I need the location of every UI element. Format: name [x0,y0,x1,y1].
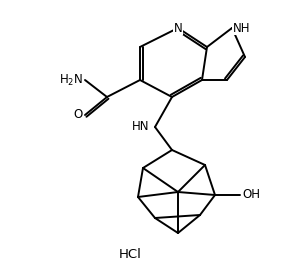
Text: NH: NH [233,21,250,35]
Text: HCl: HCl [119,248,141,262]
Text: O: O [74,109,83,121]
Text: HN: HN [131,121,149,133]
Text: OH: OH [242,188,260,202]
Text: N: N [174,21,182,35]
Text: H$_2$N: H$_2$N [59,72,83,88]
